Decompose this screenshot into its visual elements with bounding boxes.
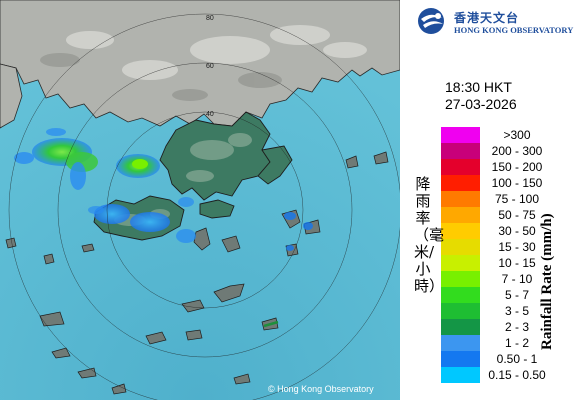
legend-label: 15 - 30 [498,240,536,254]
legend-label: 10 - 15 [498,256,536,270]
legend-label: 200 - 300 [491,144,543,158]
legend-swatch [441,287,480,303]
legend-title-zh: 降雨率（毫米/小時） [414,175,445,295]
legend-swatch [441,255,480,271]
legend-swatch [441,335,480,351]
legend-label: 5 - 7 [504,288,529,302]
legend-swatch [441,239,480,255]
legend-label: 150 - 200 [491,160,543,174]
legend-label: 0.15 - 0.50 [488,368,546,382]
logo-text-zh: 香港天文台 [454,11,520,25]
ring-label-60: 60 [206,63,214,70]
legend-label: 7 - 10 [501,272,533,286]
radar-echoes [14,128,313,251]
sai-kung [257,145,293,185]
hko-logo: 香港天文台 HONG KONG OBSERVATORY [416,6,576,38]
legend-label: 0.50 - 1 [496,352,538,366]
legend-label: 100 - 150 [491,176,543,190]
legend-label: >300 [503,128,531,142]
legend-swatch [441,271,480,287]
copyright-text: © Hong Kong Observatory [268,384,374,394]
legend-swatch [441,303,480,319]
legend-swatch [441,143,480,159]
legend-label: 30 - 50 [498,224,536,238]
legend-label: 50 - 75 [498,208,536,222]
legend-title-en: Rainfall Rate (mm/h) [539,213,555,350]
legend-swatch [441,367,480,383]
legend-swatch [441,351,480,367]
radar-map-svg: 80 60 40 [0,0,400,400]
legend-swatch [441,207,480,223]
hko-logo-icon [418,8,444,34]
ring-label-80: 80 [206,15,214,22]
coast-marker [263,320,279,328]
radar-map: 80 60 40 © Hong Kong Observatory [0,0,400,400]
mainland-terrain [66,25,367,80]
legend-swatch [441,223,480,239]
legend-panel: 香港天文台 HONG KONG OBSERVATORY 18:30 HKT 27… [400,0,577,400]
logo-text-en: HONG KONG OBSERVATORY [454,25,574,35]
legend-label: 75 - 100 [494,192,540,206]
legend-swatch [441,159,480,175]
hk-island [199,199,235,219]
range-rings [8,13,400,400]
legend-swatch [441,191,480,207]
west-coast [0,63,23,129]
date-label: 27-03-2026 [445,96,517,112]
legend-label: 3 - 5 [504,304,529,318]
legend-swatch [441,319,480,335]
legend-swatch [441,175,480,191]
time-label: 18:30 HKT [445,79,512,95]
legend-label: 1 - 2 [504,336,529,350]
legend-swatch [441,127,480,143]
ring-label-40: 40 [206,111,214,118]
hk-terrain [186,133,252,182]
legend-label: 2 - 3 [504,320,529,334]
